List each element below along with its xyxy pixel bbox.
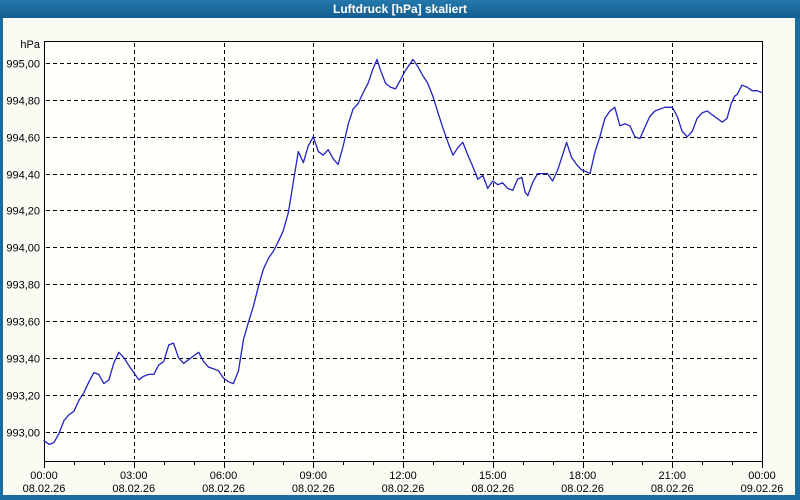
svg-text:00:00: 00:00	[30, 470, 58, 482]
svg-text:993,40: 993,40	[6, 354, 40, 366]
svg-text:993,20: 993,20	[6, 391, 40, 403]
window-title: Luftdruck [hPa] skaliert	[332, 2, 468, 16]
svg-text:03:00: 03:00	[120, 470, 148, 482]
chart-container: 995,00 994,80 994,60 994,40 994,20 994,00 993,…	[3, 18, 795, 495]
svg-text:994,20: 994,20	[6, 206, 40, 218]
window-title-bar: Luftdruck [hPa] skaliert	[0, 0, 800, 18]
svg-text:08.02.26: 08.02.26	[292, 483, 335, 495]
svg-text:00:00: 00:00	[748, 470, 776, 482]
svg-text:21:00: 21:00	[658, 470, 686, 482]
svg-text:08.02.26: 08.02.26	[23, 483, 66, 495]
svg-text:08.02.26: 08.02.26	[112, 483, 155, 495]
svg-text:994,40: 994,40	[6, 170, 40, 182]
pressure-chart: 995,00 994,80 994,60 994,40 994,20 994,00 993,…	[6, 39, 784, 495]
svg-text:994,80: 994,80	[6, 96, 40, 108]
svg-text:08.02.26: 08.02.26	[471, 483, 514, 495]
svg-text:12:00: 12:00	[389, 470, 417, 482]
svg-text:09:00: 09:00	[299, 470, 327, 482]
svg-text:09.02.26: 09.02.26	[741, 483, 784, 495]
svg-text:18:00: 18:00	[569, 470, 597, 482]
svg-text:hPa: hPa	[20, 39, 40, 51]
svg-text:994,60: 994,60	[6, 133, 40, 145]
svg-text:08.02.26: 08.02.26	[382, 483, 425, 495]
svg-text:08.02.26: 08.02.26	[202, 483, 245, 495]
svg-text:15:00: 15:00	[479, 470, 507, 482]
svg-text:993,60: 993,60	[6, 317, 40, 329]
svg-text:08.02.26: 08.02.26	[561, 483, 604, 495]
svg-text:993,80: 993,80	[6, 280, 40, 292]
svg-text:08.02.26: 08.02.26	[651, 483, 694, 495]
svg-text:994,00: 994,00	[6, 243, 40, 255]
svg-text:993,00: 993,00	[6, 428, 40, 440]
svg-text:995,00: 995,00	[6, 59, 40, 71]
svg-text:06:00: 06:00	[210, 470, 238, 482]
